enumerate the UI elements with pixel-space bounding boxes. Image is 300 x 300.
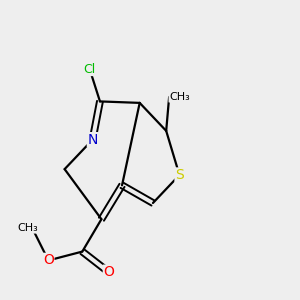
Text: CH₃: CH₃ bbox=[17, 223, 38, 233]
Text: CH₃: CH₃ bbox=[169, 92, 190, 102]
Text: S: S bbox=[175, 168, 184, 182]
Text: N: N bbox=[87, 133, 98, 147]
Text: O: O bbox=[103, 265, 114, 279]
Text: Cl: Cl bbox=[83, 62, 96, 76]
Text: O: O bbox=[43, 254, 54, 267]
